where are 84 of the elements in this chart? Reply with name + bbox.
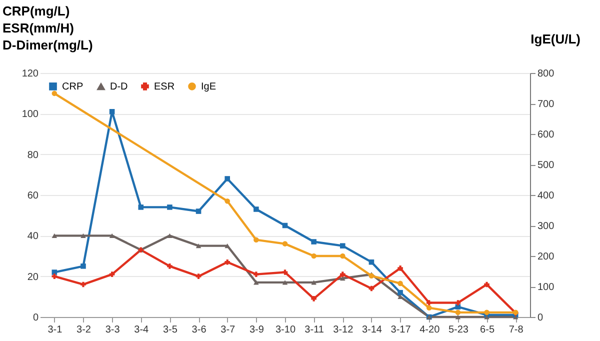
x-tick-label: 3-12 (333, 324, 354, 336)
point (109, 233, 115, 238)
point (254, 272, 259, 277)
point (340, 253, 346, 259)
y-tick-label: 60 (27, 190, 39, 202)
point (224, 244, 230, 248)
point (167, 204, 172, 210)
y2-tick-label: 0 (538, 312, 544, 324)
point (484, 282, 490, 288)
legend-label: IgE (201, 81, 216, 92)
point (224, 198, 230, 204)
point (311, 280, 316, 285)
point (398, 280, 403, 286)
point (455, 300, 461, 306)
y2-tick-label: 100 (538, 282, 555, 293)
y-tick-label: 100 (22, 109, 39, 120)
point (426, 300, 432, 306)
y2-tick-label: 200 (538, 252, 555, 262)
point (484, 314, 490, 320)
point (311, 296, 316, 302)
y2-tick-label: 800 (538, 68, 555, 80)
point (282, 270, 288, 275)
point (254, 206, 259, 212)
point (455, 314, 461, 320)
point (80, 264, 86, 269)
y2-tick-label: 400 (538, 190, 555, 202)
y2-tick-label: 500 (538, 160, 555, 171)
legend-label: CRP (62, 81, 84, 92)
point (311, 239, 316, 244)
point (282, 241, 288, 246)
y2-tick-label: 600 (538, 130, 555, 140)
point (196, 274, 202, 279)
x-tick-label: 3-17 (390, 324, 412, 336)
point (340, 243, 346, 248)
point (52, 274, 58, 279)
x-tick-label: 3-3 (105, 324, 120, 336)
point (80, 233, 86, 238)
point (254, 237, 259, 242)
point (398, 290, 403, 296)
point (426, 305, 432, 310)
y2-tick-label: 300 (538, 221, 555, 232)
y-tick-label: 0 (32, 312, 39, 324)
y-tick-label: 20 (27, 272, 39, 283)
point (340, 272, 346, 277)
point (398, 266, 403, 271)
x-tick-label: 3-2 (76, 324, 92, 336)
y2-axis-title: IgE(U/L) (530, 32, 580, 46)
point (484, 310, 490, 316)
legend-label: D-D (110, 82, 128, 93)
legend-label: ESR (154, 81, 175, 92)
y2-tick-label: 700 (538, 99, 555, 110)
point (196, 208, 202, 214)
point (455, 310, 461, 316)
x-tick-label: 3-6 (192, 324, 207, 336)
y-tick-label: 40 (27, 231, 39, 242)
x-tick-label: 3-7 (220, 324, 236, 336)
point (196, 244, 202, 248)
y-tick-label: 120 (22, 68, 39, 80)
point (138, 204, 144, 210)
x-tick-label: 3-9 (249, 324, 264, 336)
point (109, 272, 115, 277)
x-tick-label: 3-10 (275, 324, 296, 336)
y-tick-label: 80 (27, 150, 39, 161)
point (311, 253, 316, 259)
point (109, 108, 115, 114)
point (167, 264, 172, 269)
point (52, 90, 58, 96)
x-tick-label: 4-20 (420, 324, 440, 336)
x-tick-label: 5-23 (448, 324, 469, 336)
point (282, 280, 288, 285)
point (52, 233, 58, 238)
x-tick-label: 3-14 (362, 324, 382, 336)
point (80, 282, 86, 288)
point (224, 176, 230, 182)
x-tick-label: 3-11 (304, 324, 324, 336)
point (254, 280, 259, 285)
point (224, 259, 230, 265)
y-axis-title: CRP(mg/L) ESR(mm/H) D-Dimer(mg/L) (2, 4, 93, 52)
x-tick-label: 3-1 (48, 324, 63, 336)
x-tick-label: 3-5 (162, 324, 178, 336)
x-tick-label: 7-8 (508, 324, 524, 336)
point (167, 233, 172, 238)
x-tick-label: 6-5 (480, 324, 495, 336)
x-tick-label: 3-4 (134, 324, 150, 336)
